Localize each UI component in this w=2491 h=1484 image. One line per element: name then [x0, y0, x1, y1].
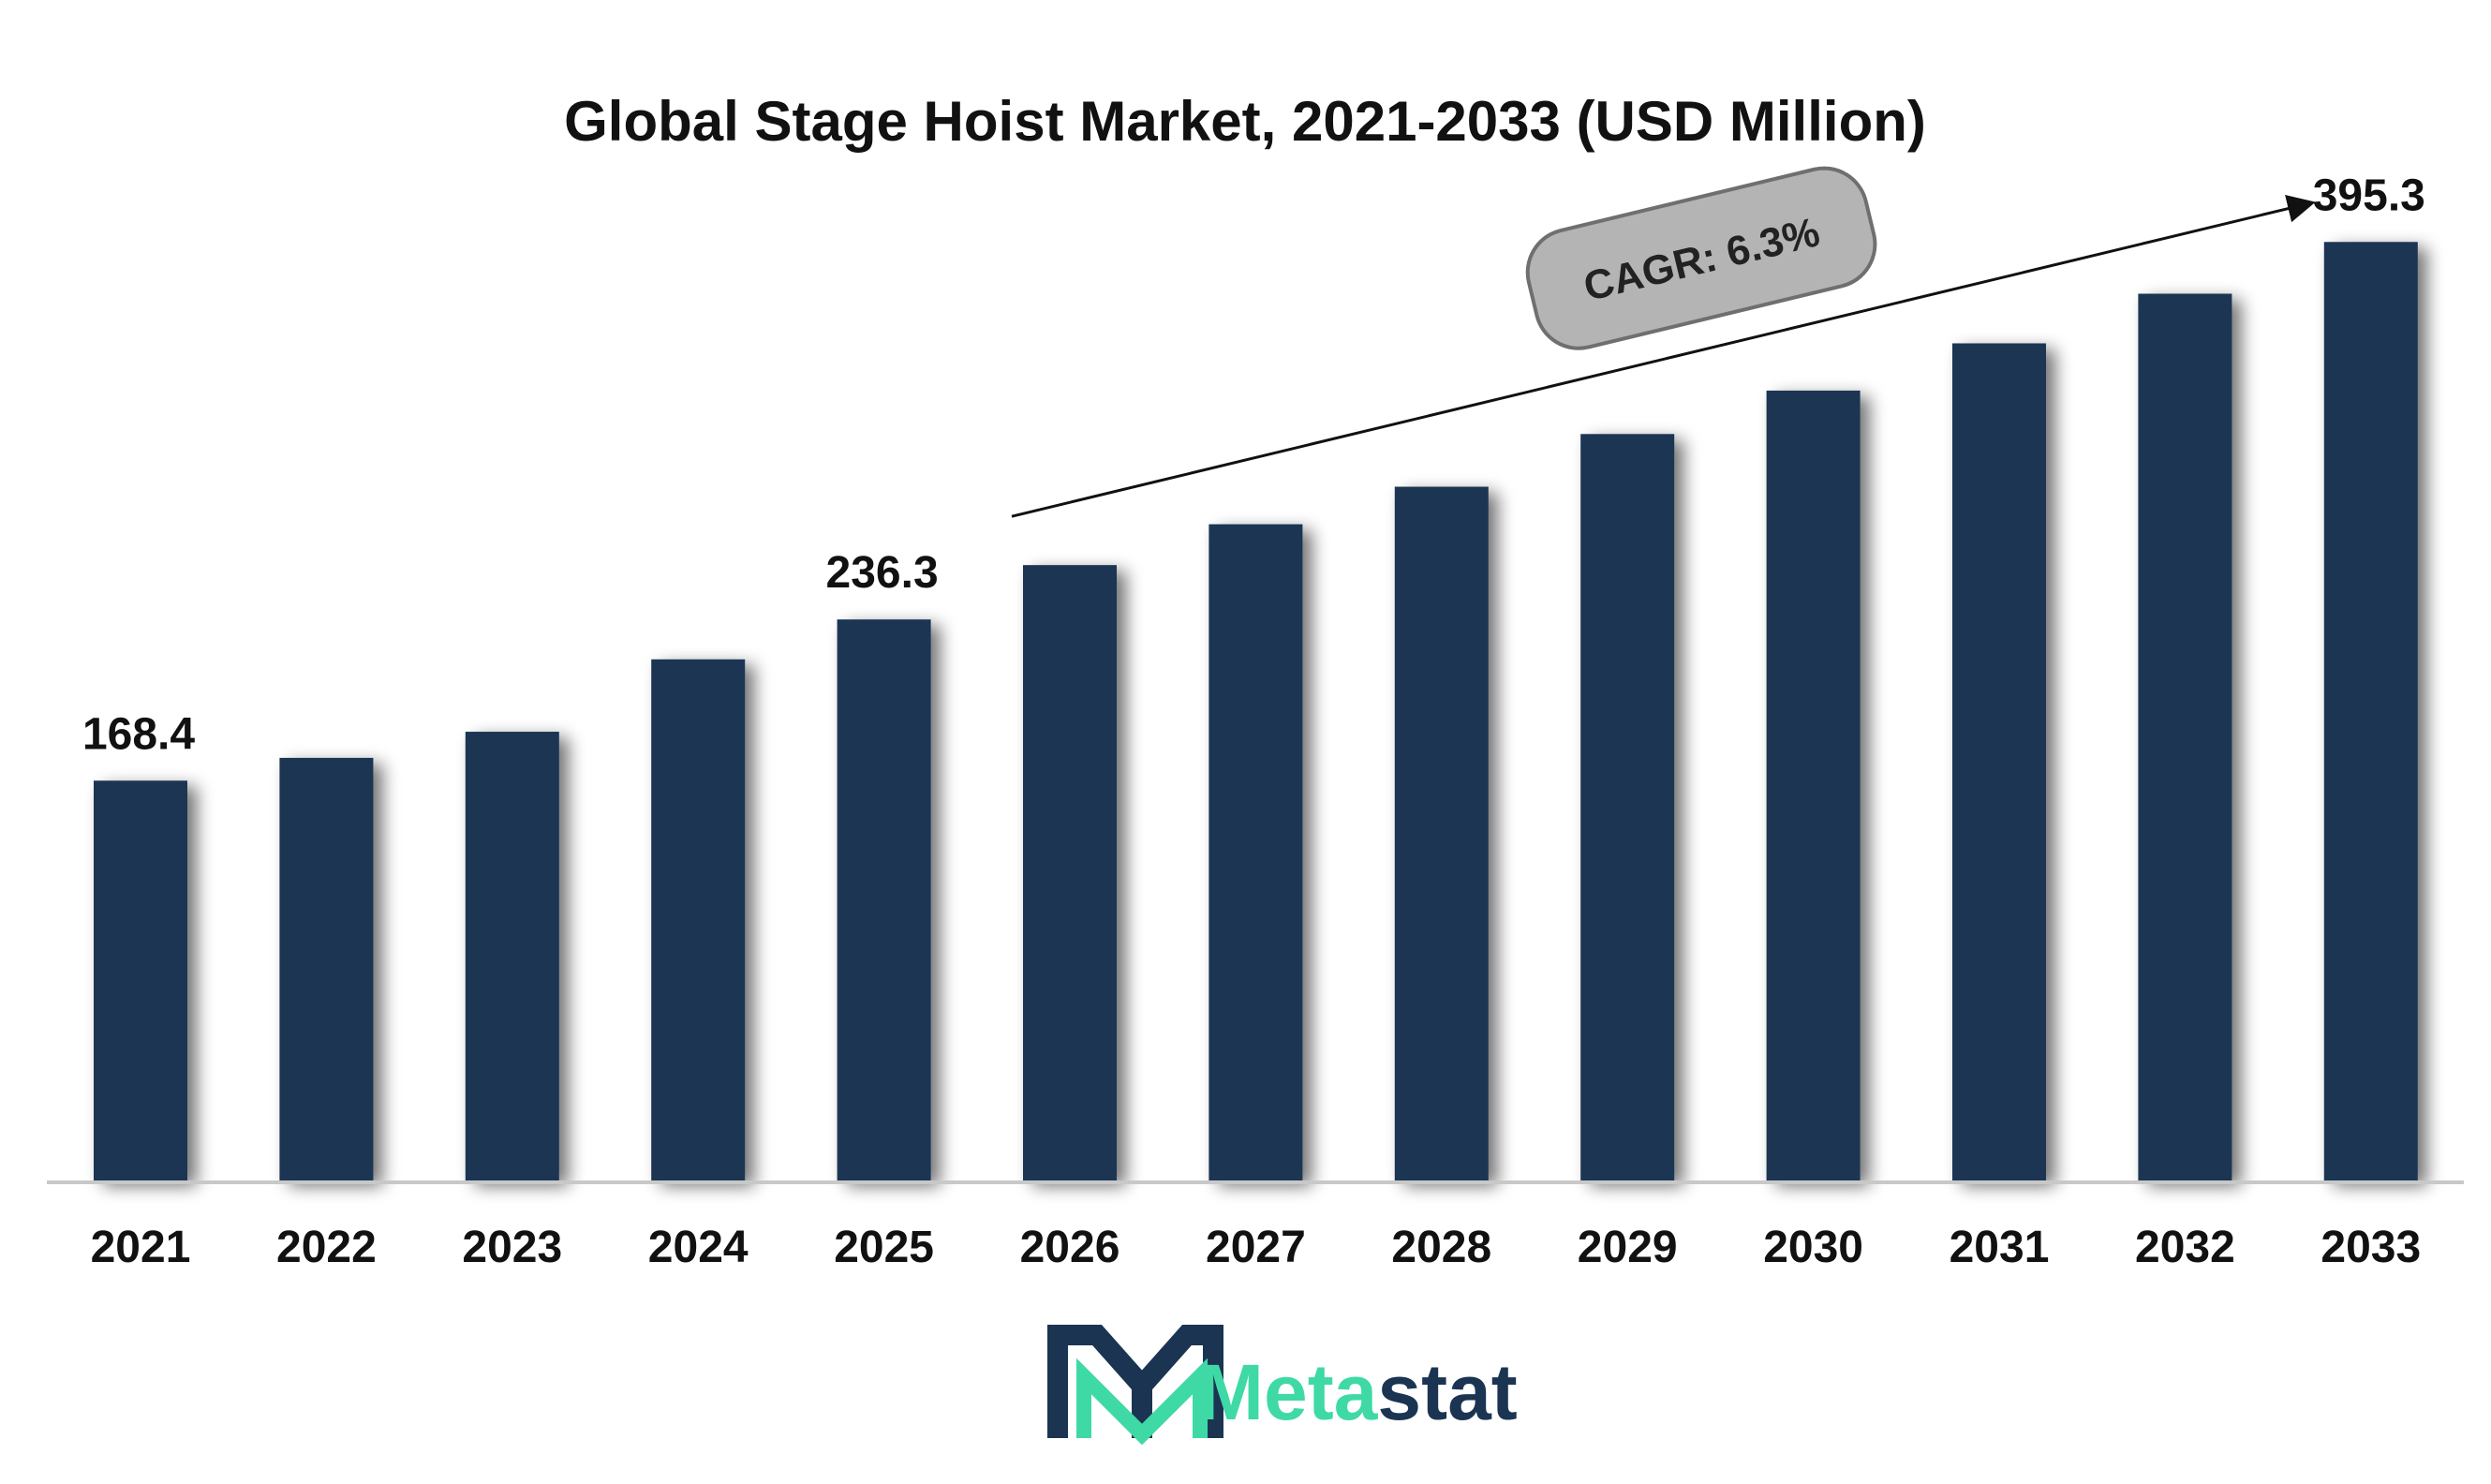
data-labels: 168.4 236.3 395.3 — [82, 171, 2425, 759]
bar-2025 — [837, 619, 931, 1180]
cagr-annotation: CAGR: 6.3% — [1011, 166, 2316, 518]
bars-group — [94, 242, 2418, 1180]
x-tick-2026: 2026 — [1020, 1223, 1120, 1272]
x-tick-2025: 2025 — [834, 1223, 934, 1272]
data-label-2021: 168.4 — [82, 709, 195, 759]
chart-title: Global Stage Hoist Market, 2021-2033 (US… — [564, 90, 1926, 153]
metastat-logo-mark — [1047, 1325, 1223, 1446]
x-tick-2032: 2032 — [2135, 1223, 2235, 1272]
bar-2027 — [1208, 524, 1303, 1180]
bar-2031 — [1952, 343, 2046, 1180]
data-label-2025: 236.3 — [826, 548, 939, 598]
bar-2024 — [651, 659, 746, 1180]
bar-2032 — [2138, 293, 2232, 1180]
x-tick-labels: 2021 2022 2023 2024 2025 2026 2027 2028 2029 2030… — [91, 1223, 2422, 1272]
metastat-logo-text-stat: stat — [1377, 1348, 1517, 1436]
cagr-arrow — [1011, 195, 2316, 518]
x-tick-2023: 2023 — [462, 1223, 562, 1272]
bar-2026 — [1023, 565, 1117, 1180]
cagr-badge: CAGR: 6.3% — [1525, 166, 1877, 350]
x-tick-2033: 2033 — [2320, 1223, 2421, 1272]
bar-2033 — [2323, 242, 2418, 1180]
x-tick-2021: 2021 — [91, 1223, 191, 1272]
x-tick-2022: 2022 — [276, 1223, 377, 1272]
bar-2022 — [279, 757, 374, 1180]
x-tick-2031: 2031 — [1950, 1223, 2050, 1272]
bar-2029 — [1580, 434, 1675, 1180]
x-tick-2024: 2024 — [648, 1223, 749, 1272]
metastat-logo: Metastat — [1047, 1325, 1518, 1446]
bar-2030 — [1766, 390, 1861, 1180]
cagr-badge-background — [1525, 166, 1877, 350]
x-tick-2028: 2028 — [1391, 1223, 1491, 1272]
metastat-logo-text-meta: Meta — [1198, 1348, 1379, 1436]
bar-2028 — [1394, 486, 1489, 1180]
bar-2021 — [94, 780, 187, 1180]
x-tick-2029: 2029 — [1578, 1223, 1678, 1272]
metastat-logo-text: Metastat — [1198, 1348, 1518, 1436]
bar-2023 — [465, 732, 559, 1180]
data-label-2033: 395.3 — [2313, 171, 2425, 220]
x-tick-2030: 2030 — [1763, 1223, 1863, 1272]
x-tick-2027: 2027 — [1206, 1223, 1306, 1272]
